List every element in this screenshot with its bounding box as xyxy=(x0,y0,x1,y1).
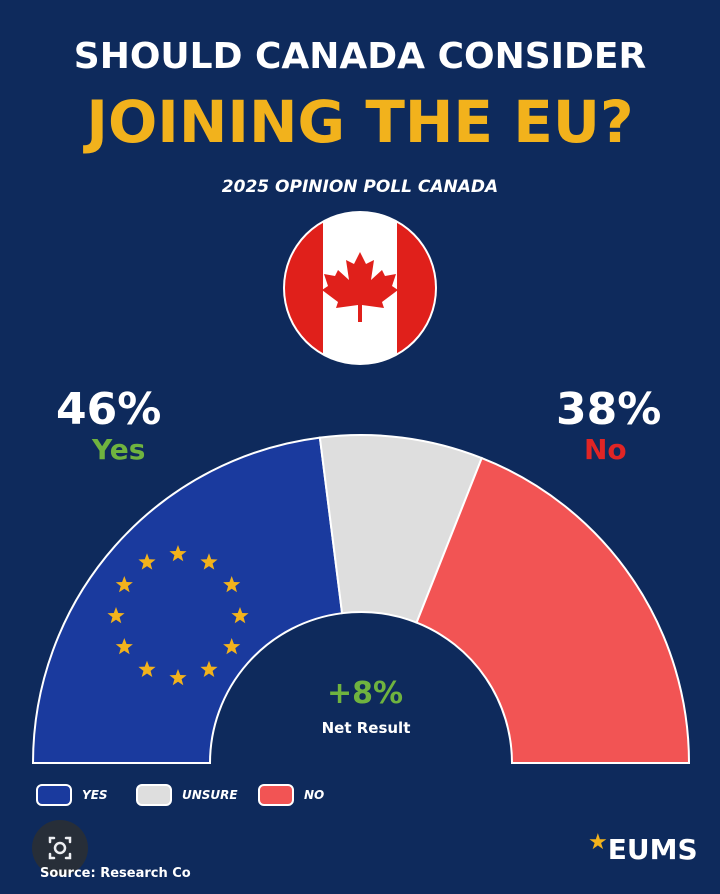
eu-star xyxy=(223,638,241,655)
legend-label-no: NO xyxy=(304,788,325,802)
star-icon: ★ xyxy=(588,830,608,855)
net-value: +8% xyxy=(327,676,403,711)
eu-star xyxy=(223,576,241,593)
legend-swatch-unsure xyxy=(136,784,172,806)
slice-no xyxy=(415,456,691,764)
yes-label: Yes xyxy=(92,433,146,466)
eu-star xyxy=(107,607,125,624)
title-line-2: JOINING THE EU? xyxy=(86,88,634,156)
eu-star xyxy=(169,669,187,686)
eu-star xyxy=(200,553,218,570)
legend-swatch-yes xyxy=(36,784,72,806)
yes-percentage: 46% xyxy=(56,384,162,435)
lens-button[interactable] xyxy=(32,820,88,876)
no-label: No xyxy=(584,433,627,466)
legend-label-yes: YES xyxy=(82,788,108,802)
net-label: Net Result xyxy=(322,719,411,737)
eu-stars-icon xyxy=(107,545,249,686)
legend-swatch-no xyxy=(258,784,294,806)
eu-star xyxy=(115,576,133,593)
legend-label-unsure: UNSURE xyxy=(182,788,238,802)
lens-icon xyxy=(48,836,72,860)
slice-yes xyxy=(31,436,344,764)
eu-star xyxy=(115,638,133,655)
eu-star xyxy=(138,553,156,570)
brand-name: EUMS xyxy=(607,833,698,866)
brand-logo: ★EUMS xyxy=(588,830,698,866)
title-line-1: SHOULD CANADA CONSIDER xyxy=(73,36,647,77)
eu-star xyxy=(169,545,187,562)
eu-star xyxy=(138,660,156,677)
source-note: Source: Research Co xyxy=(40,866,191,881)
no-percentage: 38% xyxy=(556,384,662,435)
subtitle: 2025 OPINION POLL CANADA xyxy=(221,177,499,197)
canada-flag-icon xyxy=(283,211,437,365)
eu-star xyxy=(200,660,218,677)
eu-star xyxy=(231,607,249,624)
